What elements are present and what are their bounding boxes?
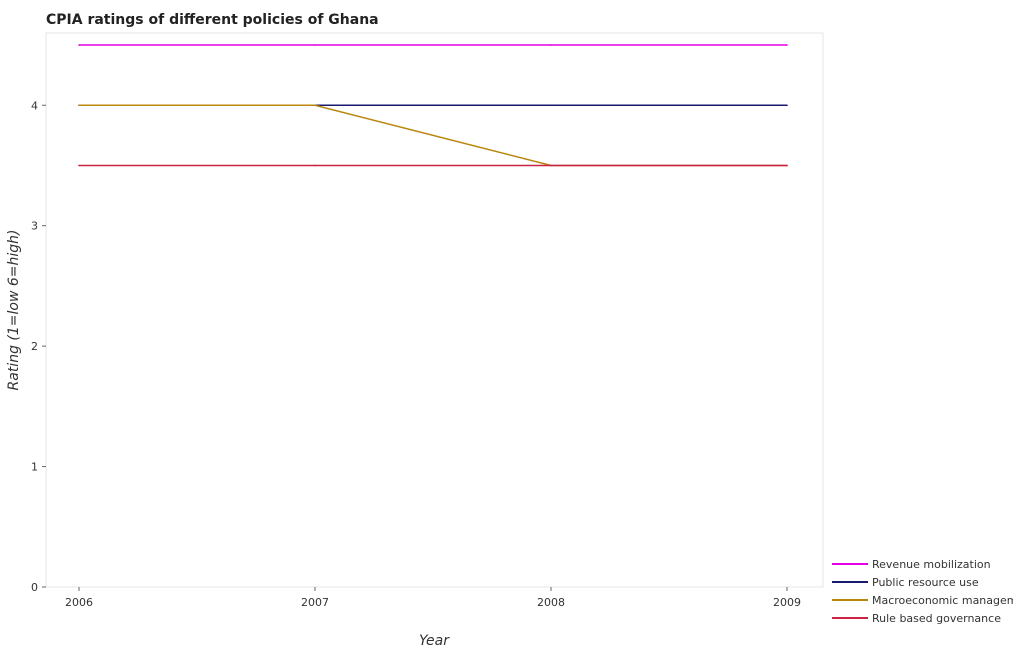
x-axis-title: Year (419, 633, 450, 649)
x-tick-label: 2008 (537, 596, 565, 609)
legend-label: Public resource use (872, 576, 979, 589)
x-tick-label: 2009 (773, 596, 801, 609)
chart-title: CPIA ratings of different policies of Gh… (46, 12, 379, 28)
plot-area (45, 32, 824, 588)
data-point (314, 44, 316, 46)
x-tick-label: 2007 (301, 596, 329, 609)
series-line-3 (79, 104, 787, 167)
x-tick-label: 2006 (65, 596, 93, 609)
data-point (550, 44, 552, 46)
y-axis-title: Rating (1=low 6=high) (6, 230, 22, 391)
data-point (786, 164, 788, 167)
x-axis: 2006 2007 2008 2009 (65, 587, 801, 609)
legend-label: Revenue mobilization (872, 558, 991, 571)
data-point (314, 104, 316, 107)
y-tick-label: 3 (31, 220, 38, 233)
data-point (78, 164, 80, 167)
legend-label: Macroeconomic management (872, 594, 1013, 607)
data-point (786, 104, 788, 107)
y-tick-label: 2 (31, 340, 38, 353)
series-layer (78, 44, 788, 167)
data-point (314, 164, 316, 167)
legend-label: Rule based governance (872, 612, 1001, 625)
legend: Revenue mobilization Public resource use M… (832, 558, 1013, 625)
data-point (550, 104, 552, 107)
y-tick-label: 1 (31, 461, 38, 474)
data-point (78, 104, 80, 107)
y-axis: 0 1 2 3 4 (31, 99, 46, 594)
y-tick-label: 4 (31, 99, 38, 112)
data-point (786, 44, 788, 46)
data-point (550, 164, 552, 167)
data-point (78, 44, 80, 46)
y-tick-label: 0 (31, 581, 38, 594)
